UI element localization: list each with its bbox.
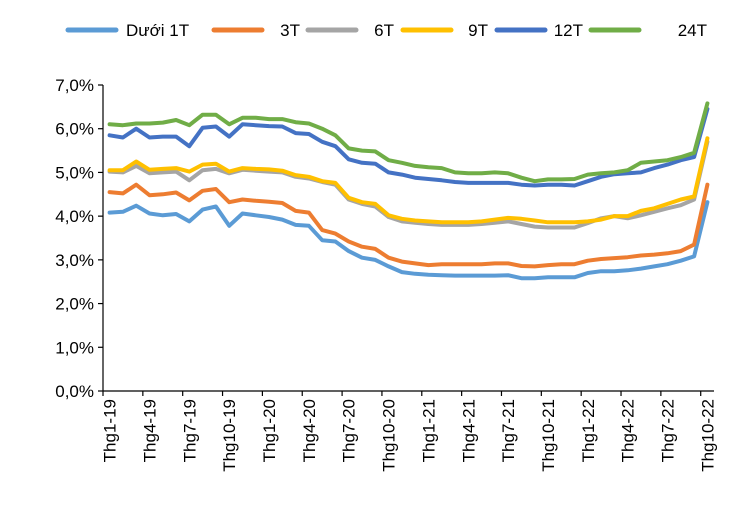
x-tick-label: Thg4-19 [140,399,159,462]
series-line-3 [107,136,710,225]
y-tick-label: 1,0% [55,338,94,357]
legend-label-5: 24T [678,21,707,40]
legend-label-1: 3T [280,21,300,40]
y-tick-label: 2,0% [55,295,94,314]
x-tick-label: Thg1-21 [419,399,438,462]
x-tick-label: Thg4-22 [619,399,638,462]
x-tick-label: Thg7-19 [180,399,199,462]
y-tick-label: 7,0% [55,76,94,95]
x-tick-label: Thg7-20 [340,399,359,462]
y-tick-label: 4,0% [55,207,94,226]
x-tick-label: Thg1-20 [260,399,279,462]
y-tick-label: 3,0% [55,251,94,270]
y-tick-label: 6,0% [55,120,94,139]
x-tick-label: Thg7-21 [499,399,518,462]
legend-label-2: 6T [374,21,394,40]
x-tick-label: Thg7-22 [659,399,678,462]
x-tick-label: Thg10-22 [698,399,717,472]
series-line-0 [107,200,710,281]
legend-label-4: 12T [554,21,583,40]
x-tick-label: Thg10-21 [539,399,558,472]
series-line-5 [107,101,710,184]
x-axis: Thg1-19 Thg4-19 Thg7-19 Thg10-19 Thg1-20 Thg4… [101,390,717,472]
y-axis: 0,0% 1,0% 2,0% 3,0% 4,0% 5,0% 6,0% 7,0% [55,76,104,401]
series-line-4 [107,107,710,188]
y-tick-label: 5,0% [55,163,94,182]
x-tick-label: Thg4-20 [300,399,319,462]
x-tick-label: Thg1-22 [579,399,598,462]
legend-label-0: Dưới 1T [126,21,189,40]
x-tick-label: Thg10-20 [380,399,399,472]
x-tick-label: Thg4-21 [459,399,478,462]
series-line-1 [107,182,710,269]
legend-label-3: 9T [468,21,488,40]
y-tick-label: 0,0% [55,382,94,401]
plot-area [107,101,710,281]
x-tick-label: Thg1-19 [101,399,120,462]
chart-legend: Dưới 1T 3T 6T 9T 12T 24T [65,21,707,40]
x-tick-label: Thg10-19 [220,399,239,472]
